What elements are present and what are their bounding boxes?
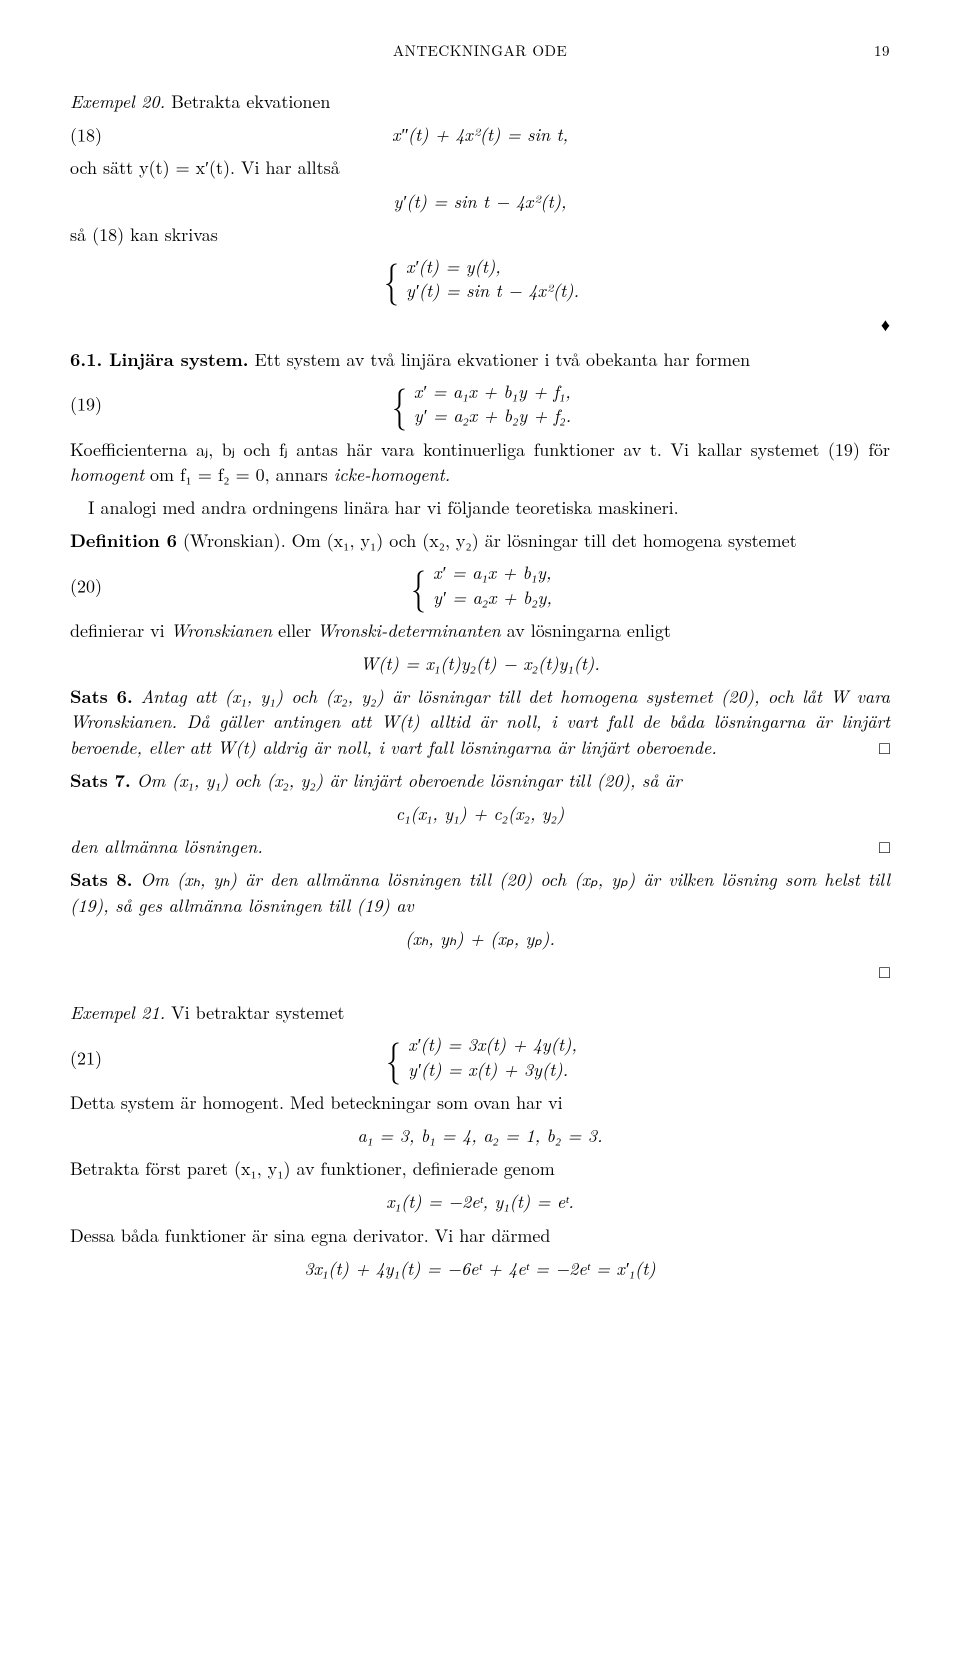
example-21-text1: Vi betraktar systemet	[171, 1000, 344, 1025]
section-6-1-text2: Koefficienterna aⱼ, bⱼ och fⱼ antas här …	[70, 437, 890, 487]
brace-icon: {	[411, 569, 426, 603]
system-18-row2: y′(t) = sin t − 4x²(t).	[406, 278, 579, 303]
definition-6-text1: . Om (x₁, y₁) och (x₂, y₂) är lösningar …	[281, 528, 797, 553]
equation-yprime-body: y′(t) = sin t − 4x²(t),	[394, 189, 567, 214]
sats-7: Sats 7. Om (x₁, y₁) och (x₂, y₂) är linj…	[70, 768, 890, 793]
system-21-row2: y′(t) = x(t) + 3y(t).	[408, 1057, 568, 1082]
equation-21-number: (21)	[70, 1045, 102, 1070]
qed-box: □	[879, 735, 890, 760]
sats-7-tail-text: den allmänna lösningen.	[70, 834, 263, 859]
example-21-intro: Exempel 21. Vi betraktar systemet	[70, 1000, 890, 1025]
example-20-label: Exempel 20.	[70, 89, 165, 114]
equation-18-number: (18)	[70, 122, 102, 147]
text2c: om f₁ = f₂ = 0, annars	[144, 462, 334, 487]
brace-icon: {	[386, 1041, 401, 1075]
system-19-row2: y′ = a₂x + b₂y + f₂.	[414, 403, 571, 428]
example-21-label: Exempel 21.	[70, 1000, 165, 1025]
system-18-row1: x′(t) = y(t),	[406, 254, 501, 279]
page-header: ANTECKNINGAR ODE 19	[70, 40, 890, 61]
sats-8-head: Sats 8.	[70, 867, 132, 892]
section-6-1-head: 6.1. Linjära system.	[70, 347, 248, 372]
example-20-line2: och sätt y(t) = x′(t). Vi har alltså	[70, 155, 890, 180]
equation-yprime: y′(t) = sin t − 4x²(t),	[70, 189, 890, 214]
equation-20-number: (20)	[70, 573, 102, 598]
sats-6-body: Antag att (x₁, y₁) och (x₂, y₂) är lösni…	[70, 684, 890, 759]
system-21-row1: x′(t) = 3x(t) + 4y(t),	[408, 1032, 577, 1057]
def6-text2c: eller	[272, 618, 317, 643]
example-20-text: Betrakta ekvationen	[171, 89, 330, 114]
definition-6-text2: definierar vi Wronskianen eller Wronski-…	[70, 618, 890, 643]
equation-W: W(t) = x₁(t)y₂(t) − x₂(t)y₁(t).	[70, 651, 890, 676]
example-20-intro: Exempel 20. Betrakta ekvationen	[70, 89, 890, 114]
equation-final: 3x₁(t) + 4y₁(t) = −6eᵗ + 4eᵗ = −2eᵗ = x′…	[70, 1256, 890, 1281]
sats-8-eq: (xₕ, yₕ) + (xₚ, yₚ).	[70, 926, 890, 951]
section-6-1-text1: Ett system av två linjära ekvationer i t…	[254, 347, 750, 372]
text2b: homogent	[70, 462, 144, 487]
definition-6-paren-text: (Wronskian)	[183, 528, 281, 553]
system-20-row1: x′ = a₁x + b₁y,	[433, 560, 551, 585]
def6-text2d: Wronski-determinanten	[317, 618, 501, 643]
equation-21: (21) { x′(t) = 3x(t) + 4y(t), y′(t) = x(…	[70, 1033, 890, 1082]
qed-box: □	[879, 959, 890, 984]
equation-xy: x₁(t) = −2eᵗ, y₁(t) = eᵗ.	[70, 1189, 890, 1214]
sats-6-head: Sats 6.	[70, 684, 133, 709]
text2a: Koefficienterna aⱼ, bⱼ och fⱼ antas här …	[70, 437, 890, 462]
section-6-1-text3: I analogi med andra ordningens linära ha…	[70, 495, 890, 520]
def6-text2b: Wronskianen	[171, 618, 272, 643]
example-21-text4: Dessa båda funktioner är sina egna deriv…	[70, 1223, 890, 1248]
equation-20: (20) { x′ = a₁x + b₁y, y′ = a₂x + b₂y,	[70, 561, 890, 610]
example-21-text3: Betrakta först paret (x₁, y₁) av funktio…	[70, 1156, 890, 1181]
brace-icon: {	[392, 387, 407, 421]
sats-8-body: Om (xₕ, yₕ) är den allmänna lösningen ti…	[70, 867, 890, 917]
diamond-end: ♦	[70, 312, 890, 337]
sats-7-head: Sats 7.	[70, 768, 131, 793]
equation-18-body: x″(t) + 4x²(t) = sin t,	[392, 122, 568, 147]
sats-7-eq: c₁(x₁, y₁) + c₂(x₂, y₂)	[70, 801, 890, 826]
definition-6: Definition 6 (Wronskian). Om (x₁, y₁) oc…	[70, 528, 890, 553]
text2d: icke-homogent.	[334, 462, 450, 487]
header-title: ANTECKNINGAR ODE	[393, 40, 567, 61]
sats-7-body: Om (x₁, y₁) och (x₂, y₂) är linjärt ober…	[137, 768, 682, 793]
sats-7-tail: den allmänna lösningen. □	[70, 834, 890, 859]
def6-text2a: definierar vi	[70, 618, 171, 643]
system-19-row1: x′ = a₁x + b₁y + f₁,	[414, 379, 571, 404]
equation-18: (18) x″(t) + 4x²(t) = sin t,	[70, 122, 890, 147]
sats-8: Sats 8. Om (xₕ, yₕ) är den allmänna lösn…	[70, 867, 890, 917]
equation-19: (19) { x′ = a₁x + b₁y + f₁, y′ = a₂x + b…	[70, 380, 890, 429]
brace-icon: {	[384, 262, 399, 296]
system-20-row2: y′ = a₂x + b₂y,	[433, 585, 552, 610]
example-20-line3: så (18) kan skrivas	[70, 222, 890, 247]
page-number: 19	[874, 40, 890, 61]
qed-box: □	[879, 834, 890, 859]
section-6-1: 6.1. Linjära system. Ett system av två l…	[70, 347, 890, 372]
definition-6-head: Definition 6	[70, 528, 177, 553]
example-21-text2: Detta system är homogent. Med beteckning…	[70, 1090, 890, 1115]
def6-text2e: av lösningarna enligt	[501, 618, 671, 643]
equation-ab: a₁ = 3, b₁ = 4, a₂ = 1, b₂ = 3.	[70, 1123, 890, 1148]
system-18: { x′(t) = y(t), y′(t) = sin t − 4x²(t).	[70, 255, 890, 304]
sats-6: Sats 6. Antag att (x₁, y₁) och (x₂, y₂) …	[70, 684, 890, 760]
equation-19-number: (19)	[70, 392, 102, 417]
